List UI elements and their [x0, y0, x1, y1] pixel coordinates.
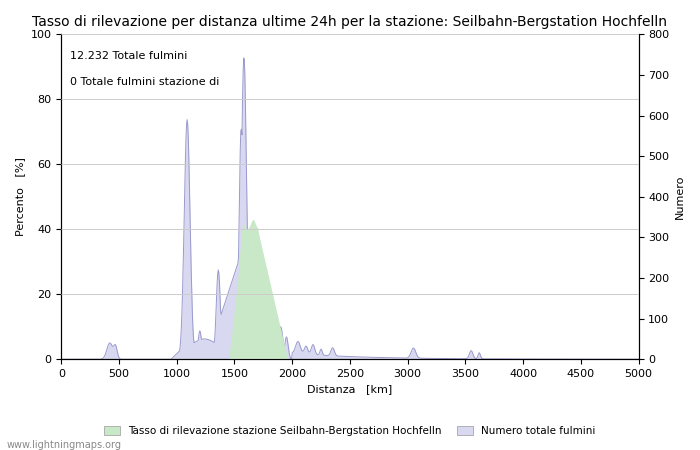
- Text: www.lightningmaps.org: www.lightningmaps.org: [7, 440, 122, 450]
- Legend: Tasso di rilevazione stazione Seilbahn-Bergstation Hochfelln, Numero totale fulm: Tasso di rilevazione stazione Seilbahn-B…: [100, 422, 600, 440]
- Text: 12.232 Totale fulmini: 12.232 Totale fulmini: [70, 50, 188, 61]
- Text: 0 Totale fulmini stazione di: 0 Totale fulmini stazione di: [70, 76, 219, 86]
- X-axis label: Distanza   [km]: Distanza [km]: [307, 384, 393, 395]
- Title: Tasso di rilevazione per distanza ultime 24h per la stazione: Seilbahn-Bergstati: Tasso di rilevazione per distanza ultime…: [32, 15, 667, 29]
- Y-axis label: Percento   [%]: Percento [%]: [15, 158, 25, 236]
- Y-axis label: Numero: Numero: [675, 175, 685, 219]
